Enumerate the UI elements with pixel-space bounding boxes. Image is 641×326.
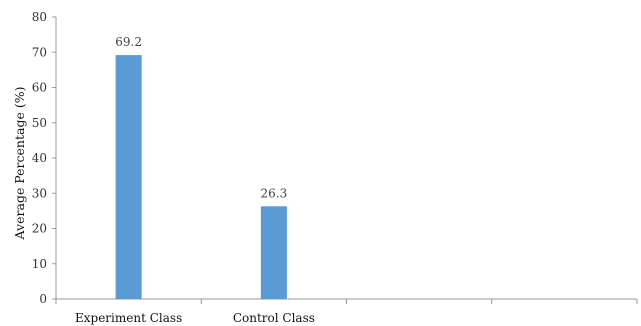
y-tick-label: 80: [32, 10, 47, 24]
bar: [260, 206, 287, 299]
x-axis-categories: Experiment Class Control Class: [75, 311, 315, 325]
y-tick-label: 70: [32, 45, 47, 59]
data-labels: 69.2 26.3: [115, 35, 287, 200]
y-tick-label: 30: [32, 186, 47, 200]
axes: [55, 17, 638, 304]
y-axis-title: Average Percentage (%): [12, 87, 27, 241]
y-tick-label: 40: [32, 151, 47, 165]
x-tick-label: Control Class: [233, 311, 315, 325]
y-tick-label: 50: [32, 116, 47, 130]
y-tick-label: 10: [32, 257, 47, 271]
bar: [115, 55, 142, 299]
data-label: 69.2: [115, 35, 142, 49]
y-tick-label: 20: [32, 222, 47, 236]
x-tick-label: Experiment Class: [75, 311, 182, 325]
data-label: 26.3: [261, 186, 288, 200]
y-axis: 0 10 20 30 40 50 60 70 80: [32, 10, 56, 306]
y-tick-label: 0: [39, 292, 47, 306]
y-tick-label: 60: [32, 81, 47, 95]
bars: [115, 55, 287, 299]
